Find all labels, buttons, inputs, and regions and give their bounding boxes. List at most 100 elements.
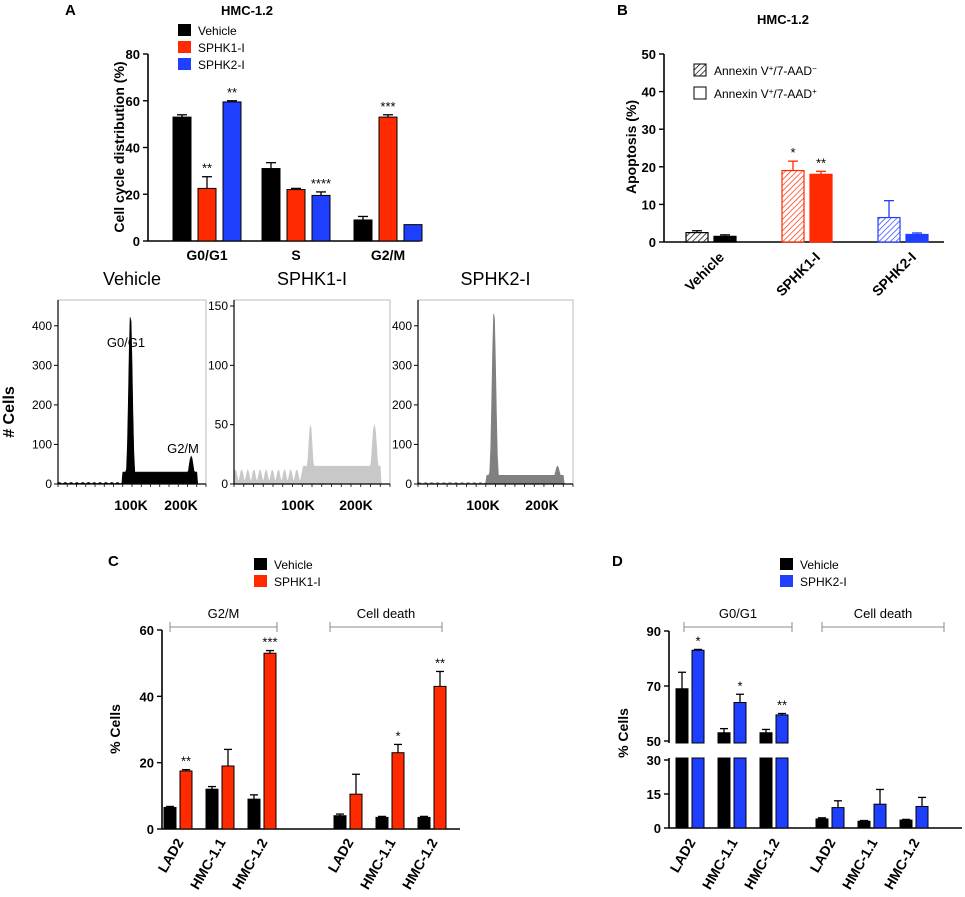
panel-a-legend-label: Vehicle	[198, 24, 237, 38]
panel-a-bar-sphk1-i	[197, 187, 217, 242]
panel-b-legend-swatch	[693, 86, 707, 100]
panel-d-bar-vehicle-lower	[675, 757, 689, 829]
panel-d-bracket-label: G0/G1	[719, 606, 757, 621]
panel-c-bar-vehicle	[333, 815, 347, 830]
panel-b-bar-hatched	[781, 169, 805, 243]
histogram-y-tick-label: 0	[221, 477, 228, 491]
panel-d-y-tick-label: 0	[654, 821, 661, 836]
panel-a-significance: **	[202, 161, 212, 176]
histogram-x-tick-label: 100K	[466, 497, 499, 513]
panel-d-y-tick-label: 30	[647, 753, 661, 768]
panel-a-bar-vehicle	[172, 116, 192, 242]
panel-c-bar-sphk1-i	[433, 685, 447, 830]
panel-a-bar-vehicle	[353, 219, 373, 242]
histogram-y-tick-label: 200	[32, 398, 52, 412]
panel-d-bar-sphk2-i	[873, 803, 887, 829]
panel-d-bar-sphk2-i	[775, 714, 789, 744]
panel-a-legend-label: SPHK1-I	[198, 41, 245, 55]
panel-c-y-tick-label: 20	[140, 756, 154, 771]
panel-c-x-tick-label: HMC-1.2	[399, 835, 441, 892]
histogram-y-tick-label: 50	[215, 418, 229, 432]
panel-d-y-tick-label: 50	[647, 734, 661, 749]
histogram-title: Vehicle	[103, 269, 161, 289]
panel-c-x-tick-label: LAD2	[154, 835, 186, 875]
histogram-y-tick-label: 100	[32, 437, 52, 451]
panel-b-x-tick-label: SPHK2-I	[869, 249, 919, 299]
panel-c-bar-sphk1-i	[391, 752, 405, 830]
panel-b-y-tick-label: 0	[649, 235, 656, 250]
panel-a-cell-cycle-chart: HMC-1.2 Cell cycle distribution (%) Vehi…	[111, 3, 423, 263]
histogram-peak-label: G0/G1	[107, 335, 145, 350]
panel-b-y-tick-label: 20	[642, 160, 656, 175]
panel-c-significance: *	[395, 728, 400, 743]
panel-d-legend-swatch	[780, 575, 793, 587]
panel-c-x-tick-label: HMC-1.1	[357, 835, 399, 892]
panel-b-legend-swatch	[693, 63, 707, 77]
panel-a-title: HMC-1.2	[221, 3, 273, 18]
panel-d-bar-vehicle	[717, 732, 731, 744]
histogram-vehicle: Vehicle 0 100 200 300 400 100K 200K G0/G1 G2/M	[32, 269, 207, 513]
histogram-x-tick-label: 200K	[339, 497, 372, 513]
panel-d-bar-vehicle	[899, 819, 913, 829]
panel-a-legend-swatch	[178, 24, 191, 36]
panel-b-bar-hatched	[877, 216, 901, 243]
panel-d-bar-vehicle	[759, 732, 773, 744]
panel-letter-d: D	[612, 553, 623, 570]
panel-c-x-tick-label: HMC-1.1	[187, 835, 229, 892]
panel-b-bar-solid	[809, 173, 833, 243]
panel-c-bar-sphk1-i	[221, 765, 235, 830]
panel-a-legend-swatch	[178, 41, 191, 53]
panel-d-bar-sphk2-i	[691, 649, 705, 744]
panel-d-bar-sphk2-i	[733, 702, 747, 744]
panel-a-y-tick-label: 20	[126, 187, 140, 202]
panel-d-x-tick-label: HMC-1.1	[699, 835, 741, 892]
panel-c-y-tick-label: 60	[140, 623, 154, 638]
panel-letter-b: B	[617, 2, 628, 19]
panel-c-legend-swatch	[254, 575, 267, 587]
panel-a-y-tick-label: 40	[126, 141, 140, 156]
histogram-y-label: # Cells	[1, 386, 18, 438]
histogram-x-tick-label: 200K	[525, 497, 558, 513]
panel-b-legend-label: Annexin V+/7-AAD+	[714, 87, 817, 102]
histogram-y-tick-label: 400	[392, 319, 412, 333]
panel-d-bar-sphk2-i	[915, 805, 929, 829]
panel-d-x-tick-label: LAD2	[806, 835, 838, 875]
panel-letter-c: C	[108, 553, 119, 570]
histogram-x-tick-label: 200K	[164, 497, 197, 513]
panel-a-significance: **	[227, 85, 237, 100]
panel-letter-a: A	[65, 2, 76, 19]
panel-b-significance: *	[790, 145, 795, 160]
panel-c-legend-label: Vehicle	[274, 558, 313, 572]
panel-b-bar-solid	[905, 233, 929, 243]
panel-d-x-tick-label: HMC-1.1	[839, 835, 881, 892]
panel-c-bar-sphk1-i	[263, 652, 277, 830]
panel-a-bar-sphk2-i	[311, 194, 331, 242]
panel-d-bar-vehicle	[815, 818, 829, 829]
histogram-title: SPHK1-I	[277, 269, 347, 289]
panel-c-significance: **	[435, 655, 445, 670]
panel-d-bar-sphk2-i	[831, 807, 845, 829]
histogram-y-tick-label: 200	[392, 398, 412, 412]
panel-c-x-tick-label: LAD2	[324, 835, 356, 875]
panel-d-bar-vehicle	[857, 820, 871, 829]
histogram-y-tick-label: 100	[208, 358, 228, 372]
panel-d-significance: **	[777, 698, 787, 713]
panel-c-significance: **	[181, 754, 191, 769]
panel-c-y-label: % Cells	[107, 704, 123, 754]
histogram-y-tick-label: 0	[45, 477, 52, 491]
histogram-title: SPHK2-I	[460, 269, 530, 289]
panel-a-x-tick-label: G2/M	[371, 247, 405, 263]
panel-a-bar-sphk2-i	[222, 101, 242, 242]
panel-a-bar-sphk2-i	[403, 224, 423, 242]
panel-c-y-tick-label: 0	[147, 822, 154, 837]
panel-b-bar-hatched	[685, 232, 709, 243]
panel-a-significance: ***	[380, 99, 395, 114]
panel-b-y-label: Apoptosis (%)	[623, 100, 639, 194]
panel-c-bar-vehicle	[375, 816, 389, 830]
panel-a-legend-label: SPHK2-I	[198, 58, 245, 72]
histogram-sphk1-i: SPHK1-I 0 50 100 150 100K 200K	[208, 269, 391, 513]
panel-a-bar-vehicle	[261, 168, 281, 242]
panel-c-bracket-label: Cell death	[357, 606, 416, 621]
